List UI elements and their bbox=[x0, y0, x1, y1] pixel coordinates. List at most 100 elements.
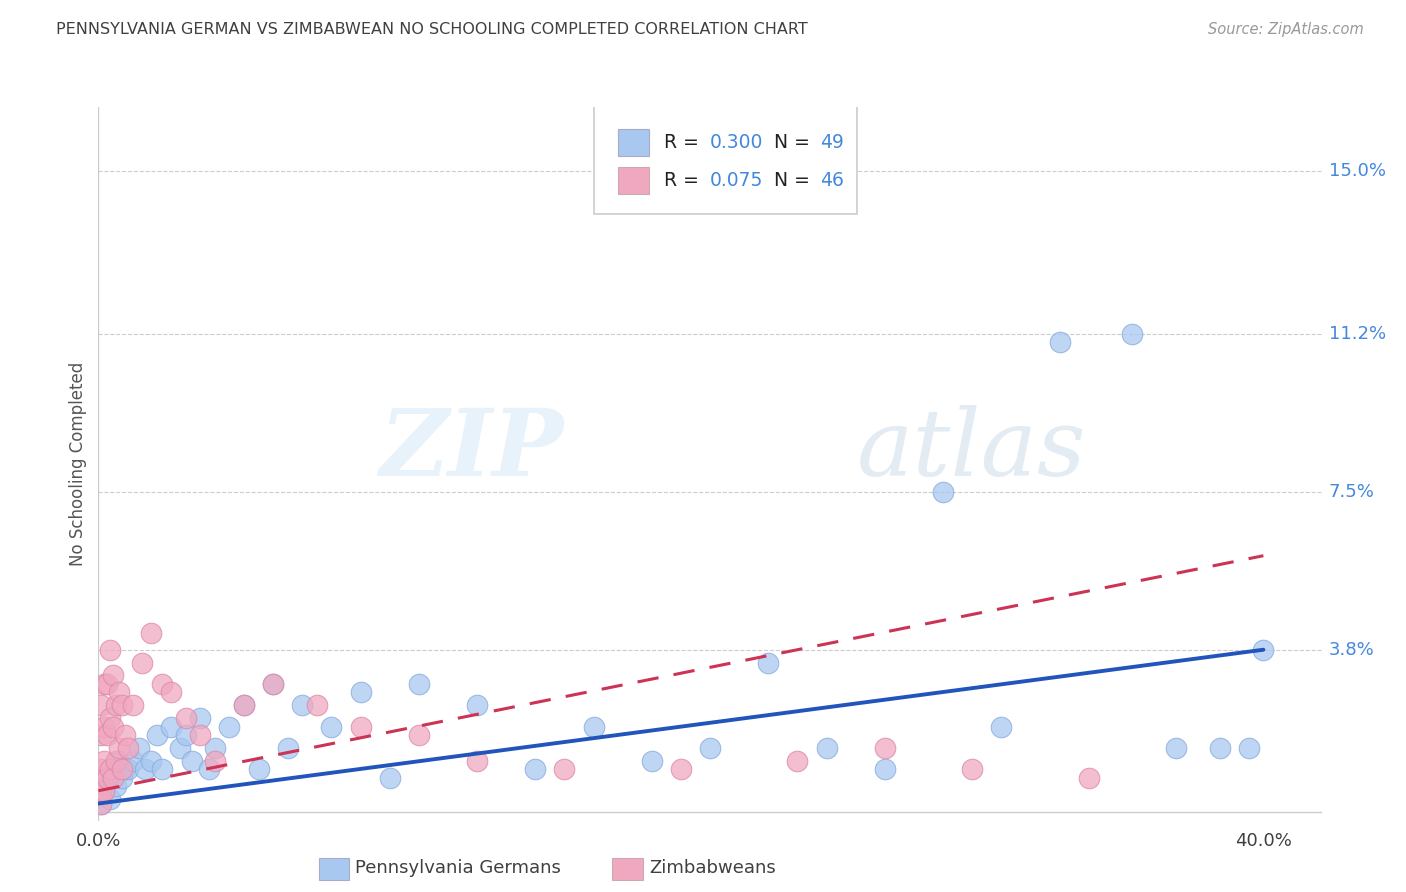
Point bbox=[93, 754, 115, 768]
Text: atlas: atlas bbox=[856, 405, 1087, 494]
Point bbox=[90, 763, 112, 777]
Point bbox=[93, 783, 115, 797]
Point bbox=[465, 698, 488, 713]
Text: 0.075: 0.075 bbox=[710, 171, 763, 190]
Point bbox=[1253, 642, 1275, 657]
Point bbox=[305, 698, 328, 713]
Point bbox=[815, 741, 838, 756]
Point bbox=[408, 677, 430, 691]
Point bbox=[198, 763, 221, 777]
Point bbox=[104, 698, 127, 713]
Point bbox=[98, 763, 121, 777]
Point bbox=[117, 741, 139, 756]
Point bbox=[108, 754, 131, 768]
Point bbox=[90, 728, 112, 742]
Point bbox=[134, 763, 156, 777]
Point bbox=[1121, 326, 1143, 341]
Point bbox=[204, 754, 226, 768]
Point bbox=[1164, 741, 1187, 756]
Point bbox=[128, 741, 150, 756]
Point bbox=[408, 728, 430, 742]
Text: R =: R = bbox=[664, 133, 704, 153]
Point bbox=[321, 720, 343, 734]
Point bbox=[96, 771, 118, 785]
FancyBboxPatch shape bbox=[612, 858, 643, 880]
Point bbox=[582, 720, 605, 734]
Point bbox=[247, 763, 270, 777]
Point bbox=[139, 754, 162, 768]
Point bbox=[93, 720, 115, 734]
Point bbox=[108, 685, 131, 699]
Point bbox=[174, 728, 197, 742]
FancyBboxPatch shape bbox=[593, 103, 856, 214]
Point bbox=[465, 754, 488, 768]
Point bbox=[873, 763, 896, 777]
Point bbox=[101, 668, 124, 682]
Point bbox=[108, 741, 131, 756]
Text: 3.8%: 3.8% bbox=[1329, 640, 1375, 658]
Text: Zimbabweans: Zimbabweans bbox=[648, 860, 776, 878]
Point bbox=[699, 741, 721, 756]
Text: N =: N = bbox=[773, 133, 815, 153]
Y-axis label: No Schooling Completed: No Schooling Completed bbox=[69, 362, 87, 566]
Point bbox=[378, 771, 401, 785]
Point bbox=[122, 754, 145, 768]
Point bbox=[188, 728, 212, 742]
Point bbox=[180, 754, 202, 768]
Point bbox=[169, 741, 191, 756]
Point bbox=[111, 771, 134, 785]
Point bbox=[117, 763, 139, 777]
Point bbox=[349, 720, 371, 734]
Point bbox=[111, 763, 134, 777]
Text: 46: 46 bbox=[820, 171, 844, 190]
Point bbox=[131, 656, 153, 670]
Text: 0.300: 0.300 bbox=[710, 133, 763, 153]
Point bbox=[114, 763, 136, 777]
Point bbox=[553, 763, 575, 777]
Text: 49: 49 bbox=[820, 133, 844, 153]
Point bbox=[786, 754, 808, 768]
Point bbox=[96, 771, 118, 785]
Point bbox=[114, 728, 136, 742]
Point bbox=[90, 797, 112, 811]
Text: Pennsylvania Germans: Pennsylvania Germans bbox=[356, 860, 561, 878]
Text: 11.2%: 11.2% bbox=[1329, 325, 1386, 343]
Point bbox=[96, 677, 118, 691]
Text: PENNSYLVANIA GERMAN VS ZIMBABWEAN NO SCHOOLING COMPLETED CORRELATION CHART: PENNSYLVANIA GERMAN VS ZIMBABWEAN NO SCH… bbox=[56, 22, 808, 37]
Point bbox=[291, 698, 314, 713]
Point bbox=[101, 763, 124, 777]
Point bbox=[90, 783, 112, 797]
Point bbox=[139, 625, 162, 640]
Point bbox=[98, 642, 121, 657]
Point bbox=[262, 677, 284, 691]
Point bbox=[277, 741, 299, 756]
Point bbox=[160, 720, 183, 734]
Point bbox=[111, 698, 134, 713]
Text: Source: ZipAtlas.com: Source: ZipAtlas.com bbox=[1208, 22, 1364, 37]
Point bbox=[90, 797, 112, 811]
Text: ZIP: ZIP bbox=[380, 405, 564, 494]
Point bbox=[160, 685, 183, 699]
Point bbox=[93, 677, 115, 691]
FancyBboxPatch shape bbox=[619, 129, 648, 156]
Point bbox=[174, 711, 197, 725]
Point bbox=[98, 792, 121, 806]
Point bbox=[1208, 741, 1232, 756]
Point bbox=[233, 698, 256, 713]
Point bbox=[233, 698, 256, 713]
Point bbox=[96, 728, 118, 742]
Text: 15.0%: 15.0% bbox=[1329, 162, 1386, 180]
Point bbox=[218, 720, 240, 734]
Point bbox=[932, 484, 955, 499]
Point bbox=[669, 763, 692, 777]
Point bbox=[349, 685, 371, 699]
Point bbox=[1049, 334, 1071, 349]
Point bbox=[104, 780, 127, 794]
Point bbox=[524, 763, 547, 777]
Point bbox=[101, 720, 124, 734]
Point bbox=[104, 754, 127, 768]
Point bbox=[145, 728, 167, 742]
Point bbox=[90, 698, 112, 713]
Point bbox=[1237, 741, 1260, 756]
Point bbox=[1077, 771, 1099, 785]
